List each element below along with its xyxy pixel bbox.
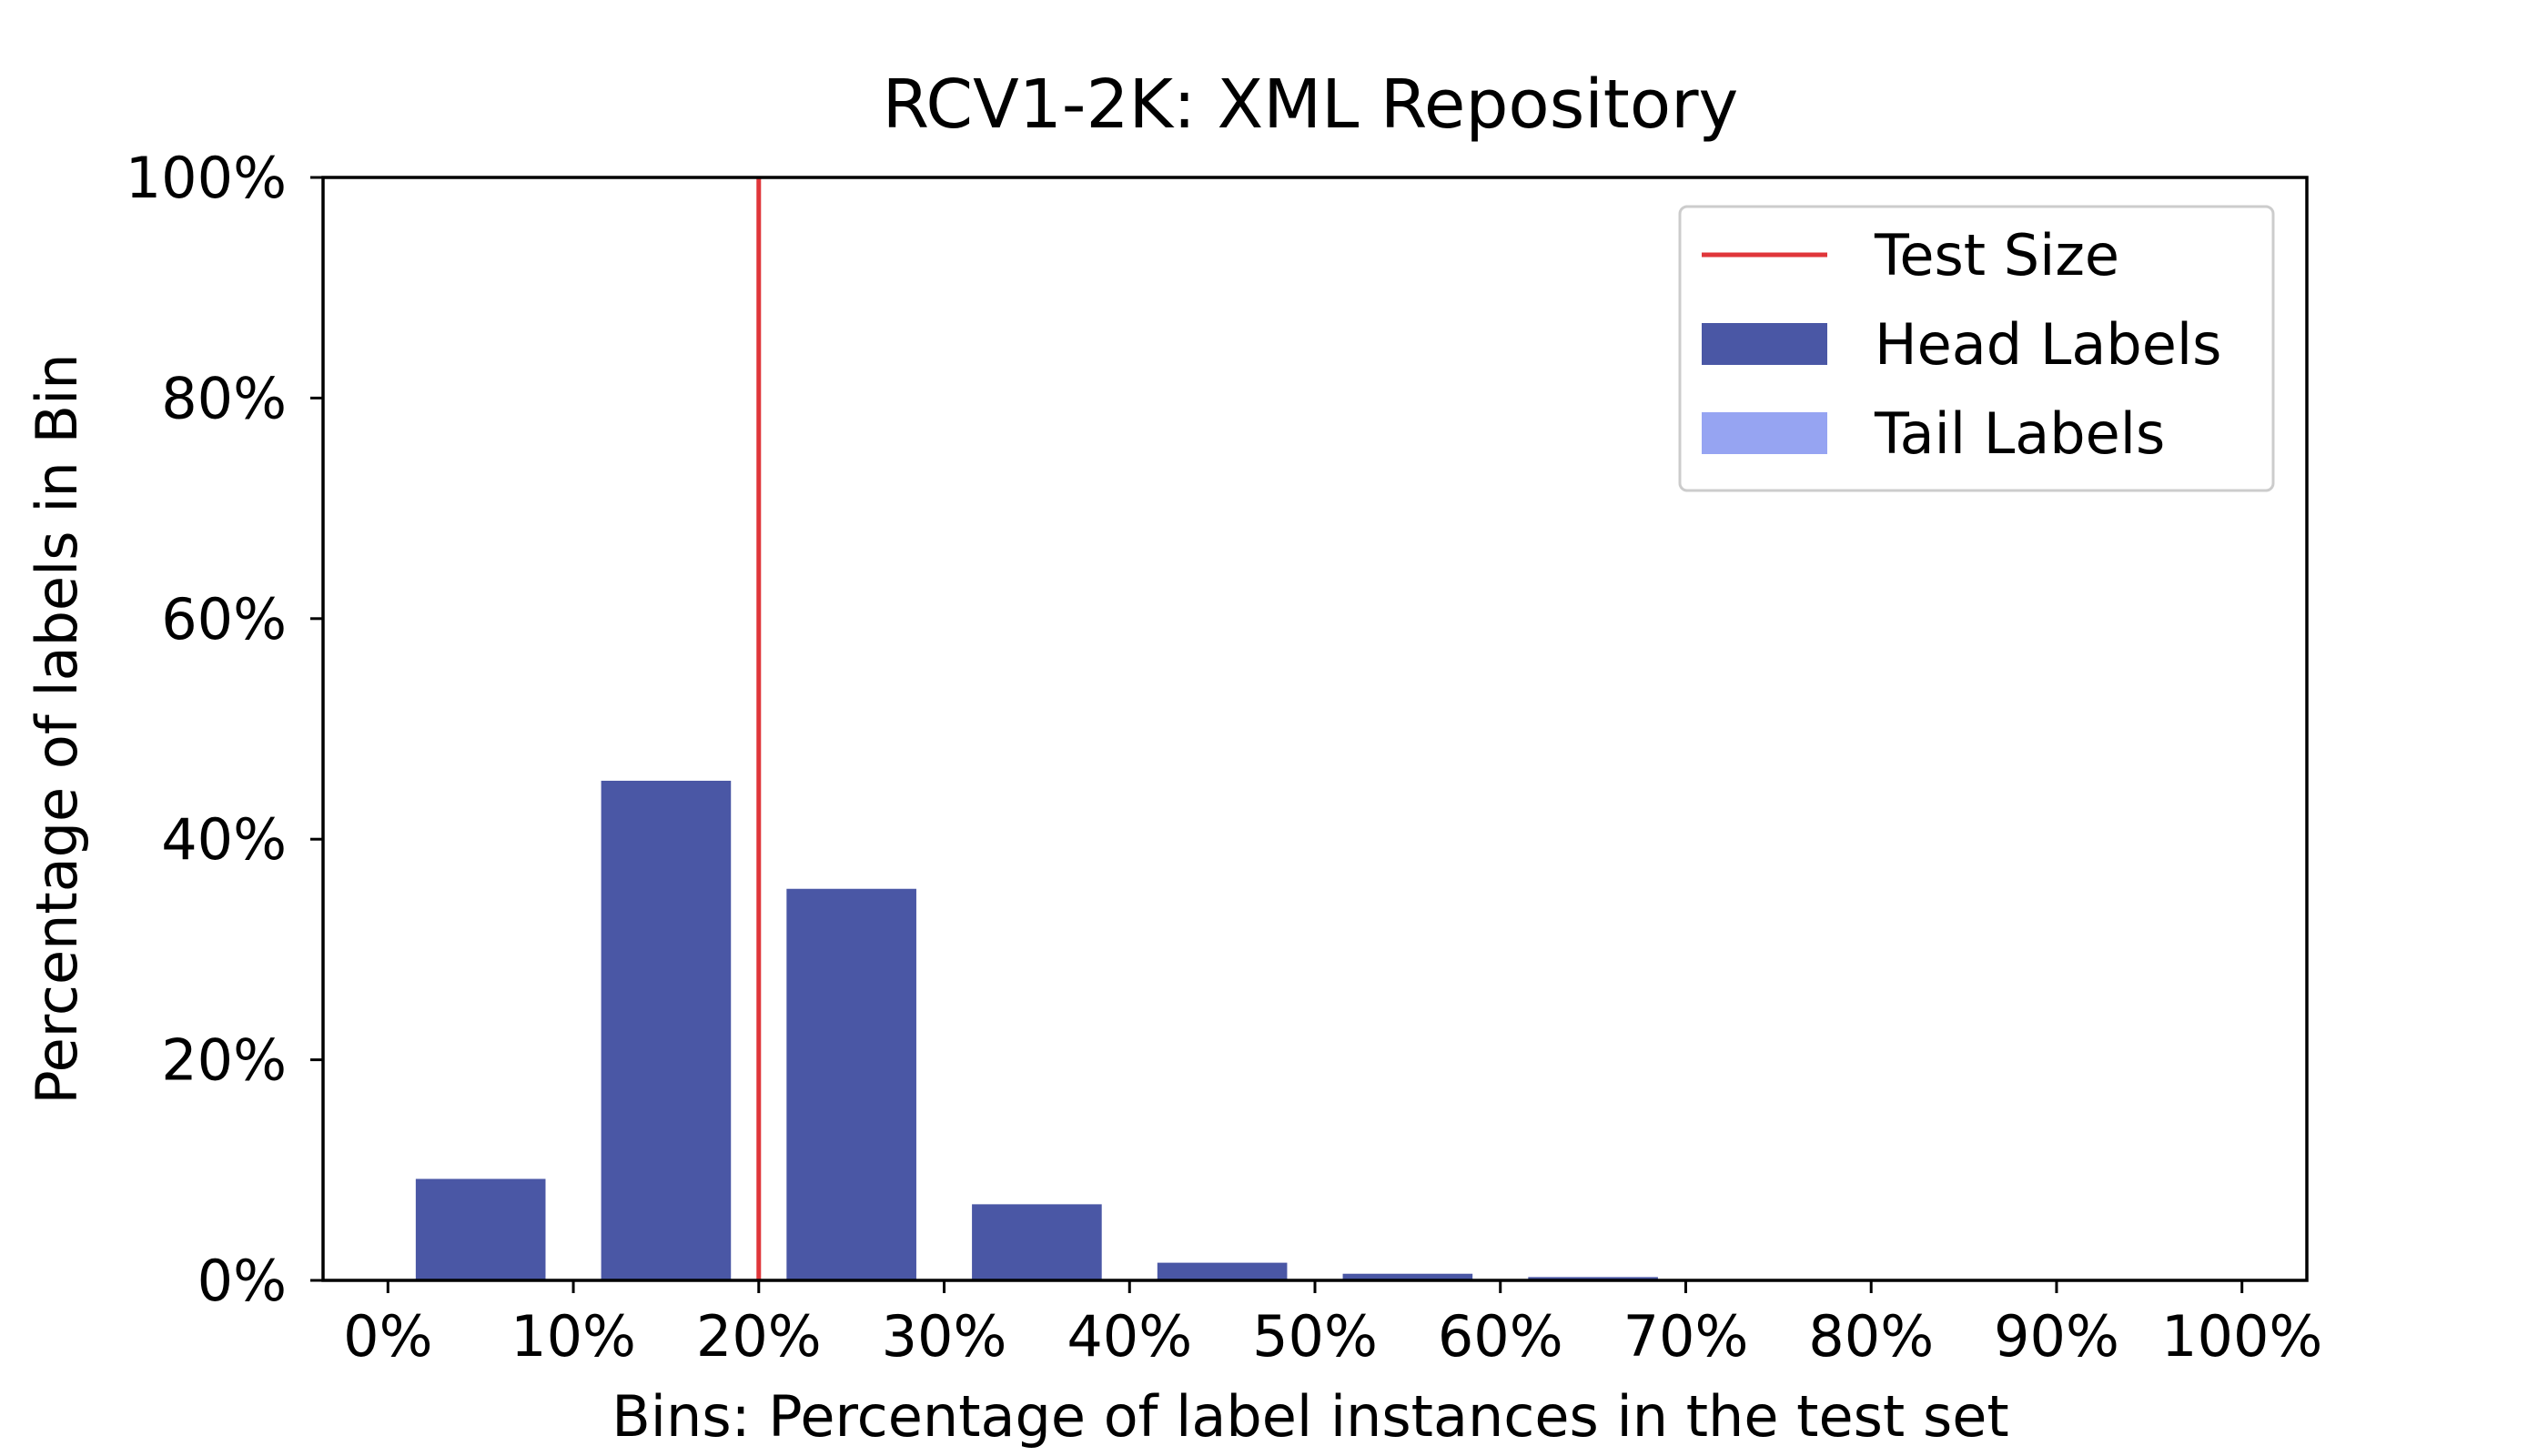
x-tick-label: 10% [511, 1303, 636, 1370]
bar-head-labels-55 [1342, 1273, 1473, 1280]
chart-title: RCV1-2K: XML Repository [883, 66, 1739, 144]
x-tick-label: 60% [1438, 1303, 1563, 1370]
x-tick-label: 20% [696, 1303, 822, 1370]
legend: Test Size Head Labels Tail Labels [1678, 205, 2275, 492]
legend-tail-labels-swatch [1702, 412, 1827, 454]
y-tick-label: 40% [161, 806, 287, 873]
bar-head-labels-25 [786, 888, 916, 1280]
x-tick-label: 30% [882, 1303, 1007, 1370]
x-tick-label: 80% [1808, 1303, 1934, 1370]
legend-tail-labels-label: Tail Labels [1874, 400, 2165, 467]
legend-head-labels-label: Head Labels [1875, 311, 2221, 378]
y-tick-label: 80% [161, 365, 287, 431]
bars-group [415, 780, 1658, 1280]
x-tick-label: 40% [1067, 1303, 1192, 1370]
x-axis: 0% 10% 20% 30% 40% 50% 60% 70% 80% 90% 100% [343, 1280, 2322, 1370]
x-tick-label: 70% [1623, 1303, 1749, 1370]
bar-head-labels-15 [601, 780, 732, 1280]
y-tick-label: 60% [161, 586, 287, 652]
bar-head-labels-35 [972, 1204, 1102, 1280]
x-tick-label: 0% [343, 1303, 432, 1370]
bar-head-labels-45 [1157, 1262, 1288, 1280]
x-axis-label: Bins: Percentage of label instances in t… [612, 1383, 2008, 1450]
bar-head-labels-5 [415, 1178, 546, 1280]
legend-head-labels-swatch [1702, 323, 1827, 365]
y-tick-label: 0% [197, 1248, 287, 1314]
legend-frame [1678, 205, 2275, 492]
y-axis: 0% 20% 40% 60% 80% 100% [126, 145, 323, 1314]
legend-test-size-label: Test Size [1874, 222, 2119, 288]
bar-head-labels-65 [1528, 1277, 1658, 1280]
x-tick-label: 50% [1252, 1303, 1378, 1370]
x-tick-label: 100% [2161, 1303, 2322, 1370]
y-tick-label: 100% [126, 145, 287, 211]
x-tick-label: 90% [1994, 1303, 2119, 1370]
y-tick-label: 20% [161, 1027, 287, 1094]
y-axis-label: Percentage of labels in Bin [24, 353, 90, 1104]
